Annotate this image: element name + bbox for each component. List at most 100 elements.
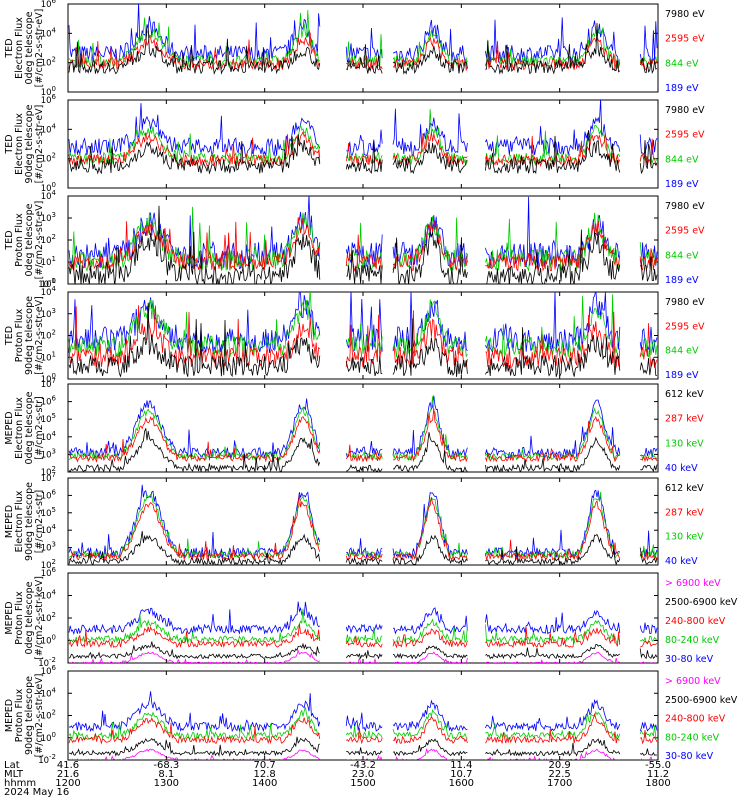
legend-entry: 189 eV bbox=[665, 370, 699, 381]
legend-entry: 130 keV bbox=[665, 532, 704, 543]
x-tick-label-lat: 41.6 bbox=[57, 760, 79, 771]
x-tick-label-hhmm: 1500 bbox=[350, 778, 375, 789]
y-axis-label: TEDElectron Flux0deg telescope[#/cm2-s-s… bbox=[4, 9, 45, 88]
legend-entry: 612 keV bbox=[665, 389, 704, 400]
series-line bbox=[68, 492, 658, 560]
x-tick-label-lat: -43.2 bbox=[350, 760, 376, 771]
series-line bbox=[68, 10, 658, 69]
legend-entry: 2595 eV bbox=[665, 130, 705, 141]
legend-entry: > 6900 keV bbox=[665, 578, 721, 589]
series-line bbox=[68, 641, 658, 660]
legend-entry: 7980 eV bbox=[665, 105, 705, 116]
legend-entry: 189 eV bbox=[665, 275, 699, 286]
x-tick-label-mlt: 11.2 bbox=[647, 769, 669, 780]
panel-frame bbox=[67, 3, 659, 93]
x-axis-row-label: 2024 May 16 bbox=[4, 787, 69, 798]
legend-entry: 130 keV bbox=[665, 438, 704, 449]
legend-entry: 80-240 keV bbox=[665, 732, 720, 743]
legend-entry: 7980 eV bbox=[665, 201, 705, 212]
x-tick-label-lat: -68.3 bbox=[153, 760, 179, 771]
y-axis-label: TEDProton Flux0deg telescope[#/cm2-s-str… bbox=[4, 201, 45, 280]
x-tick-label-lat: -55.0 bbox=[645, 760, 671, 771]
legend-entry: 287 keV bbox=[665, 414, 704, 425]
series-line bbox=[68, 100, 658, 157]
panel-frame bbox=[67, 670, 659, 761]
x-axis-row-label: MLT bbox=[4, 769, 24, 780]
legend-entry: 189 eV bbox=[665, 179, 699, 190]
x-tick-label-mlt: 22.5 bbox=[549, 769, 571, 780]
series-line bbox=[70, 649, 657, 663]
x-tick-label-mlt: 8.1 bbox=[158, 769, 174, 780]
legend-entry: 2595 eV bbox=[665, 321, 705, 332]
x-tick-label-hhmm: 1700 bbox=[547, 778, 572, 789]
panel-frame bbox=[67, 477, 659, 566]
series-line bbox=[68, 736, 658, 758]
series-line bbox=[68, 305, 658, 369]
y-axis-label: MEPEDProton Flux90deg telescope[#/cm2-s-… bbox=[4, 674, 45, 758]
series-line bbox=[68, 601, 658, 635]
legend-entry: 189 eV bbox=[665, 83, 699, 94]
legend-entry: 612 keV bbox=[665, 483, 704, 494]
series-line bbox=[68, 707, 658, 740]
series-line bbox=[68, 4, 658, 64]
x-axis-row-label: Lat bbox=[4, 760, 20, 771]
y-axis-label: MEPEDElectron Flux0deg telescope[#/cm2-s… bbox=[4, 391, 45, 464]
y-tick-label: 106 bbox=[41, 0, 57, 10]
x-tick-label-mlt: 21.6 bbox=[57, 769, 79, 780]
legend-entry: 2500-6900 keV bbox=[665, 695, 738, 706]
legend-entry: 240-800 keV bbox=[665, 616, 726, 627]
x-tick-label-lat: 70.7 bbox=[254, 760, 276, 771]
legend-entry: 2500-6900 keV bbox=[665, 597, 738, 608]
legend-entry: > 6900 keV bbox=[665, 676, 721, 687]
series-line bbox=[68, 130, 658, 175]
legend-entry: 40 keV bbox=[665, 463, 698, 474]
legend-entry: 2595 eV bbox=[665, 34, 705, 45]
series-line bbox=[68, 292, 658, 358]
panel-frame bbox=[67, 572, 659, 664]
x-tick-label-mlt: 10.7 bbox=[450, 769, 472, 780]
legend-entry: 7980 eV bbox=[665, 9, 705, 20]
series-line bbox=[68, 292, 658, 354]
series-line bbox=[68, 530, 658, 565]
series-line bbox=[68, 712, 658, 745]
x-tick-label-hhmm: 1800 bbox=[645, 778, 670, 789]
series-line bbox=[68, 408, 658, 463]
series-line bbox=[68, 608, 658, 645]
x-tick-label-hhmm: 1600 bbox=[449, 778, 474, 789]
legend-entry: 287 keV bbox=[665, 507, 704, 518]
x-tick-label-hhmm: 1200 bbox=[55, 778, 80, 789]
series-line bbox=[68, 748, 658, 760]
series-line bbox=[68, 484, 658, 560]
series-line bbox=[68, 623, 658, 649]
legend-entry: 844 eV bbox=[665, 250, 699, 261]
series-line bbox=[68, 22, 658, 76]
y-axis-label: TEDProton Flux90deg telescope[#/cm2-s-st… bbox=[4, 296, 45, 375]
x-tick-label-lat: 20.9 bbox=[549, 760, 571, 771]
series-line bbox=[68, 130, 658, 168]
y-axis-label: MEPEDProton Flux0deg telescope[#/cm2-s-s… bbox=[4, 576, 45, 660]
x-tick-label-hhmm: 1400 bbox=[252, 778, 277, 789]
x-axis-row-label: hhmm bbox=[4, 778, 36, 789]
y-axis-label: TEDElectron Flux90deg telescope[#/cm2-s-… bbox=[4, 104, 45, 183]
legend-entry: 2595 eV bbox=[665, 226, 705, 237]
legend-entry: 844 eV bbox=[665, 154, 699, 165]
legend-entry: 7980 eV bbox=[665, 297, 705, 308]
y-axis-label: MEPEDElectron Flux90deg telescope[#/cm2-… bbox=[4, 482, 45, 561]
legend-entry: 844 eV bbox=[665, 58, 699, 69]
legend-entry: 30-80 keV bbox=[665, 751, 714, 762]
x-tick-label-lat: 11.4 bbox=[450, 760, 472, 771]
legend-entry: 240-800 keV bbox=[665, 714, 726, 725]
x-tick-label-mlt: 23.0 bbox=[352, 769, 374, 780]
series-line bbox=[68, 396, 658, 462]
series-line bbox=[68, 494, 658, 562]
x-tick-label-hhmm: 1300 bbox=[154, 778, 179, 789]
